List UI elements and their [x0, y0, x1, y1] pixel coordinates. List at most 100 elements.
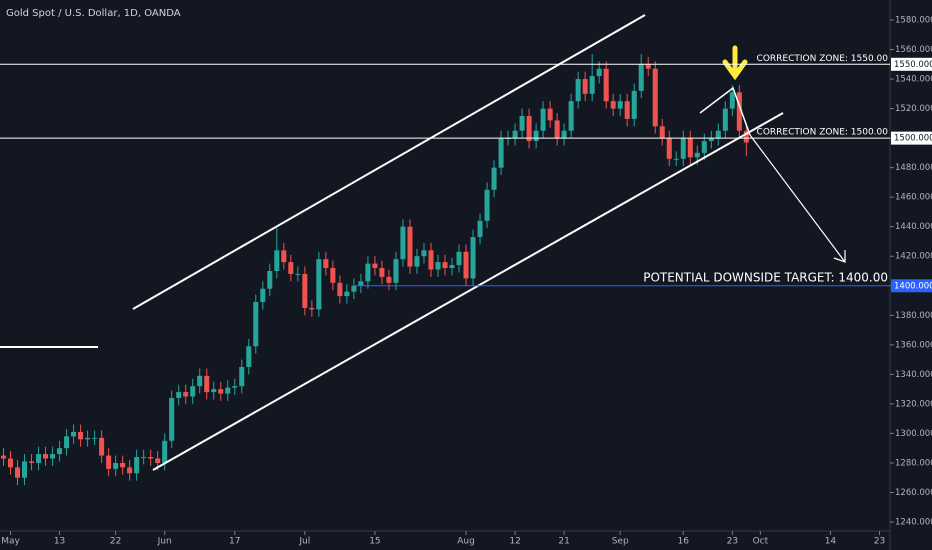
candle-body: [78, 431, 84, 440]
candle-body: [120, 462, 126, 468]
x-tick-label: Jul: [298, 537, 310, 547]
x-tick-label: 23: [874, 537, 885, 547]
candle-body: [456, 251, 462, 266]
level-text: POTENTIAL DOWNSIDE TARGET: 1400.00: [643, 270, 888, 284]
y-tick-label: 1420.000: [895, 252, 932, 262]
candle-body: [57, 448, 63, 455]
candle-body: [589, 76, 595, 94]
level-text: CORRECTION ZONE: 1550.00: [757, 54, 889, 64]
x-tick-label: 13: [54, 537, 65, 547]
candle-body: [533, 130, 539, 142]
candle-body: [309, 307, 315, 310]
candle-body: [554, 120, 560, 139]
candle-body: [260, 288, 266, 303]
x-tick-label: Oct: [753, 537, 769, 547]
candle-body: [442, 262, 448, 269]
y-tick-label: 1560.000: [895, 45, 932, 55]
x-tick-label: 23: [727, 537, 738, 547]
y-tick-label: 1440.000: [895, 222, 932, 232]
x-tick-label: 15: [369, 537, 380, 547]
x-tick-label: Sep: [612, 537, 629, 547]
candle-body: [379, 268, 385, 277]
candle-body: [729, 92, 735, 109]
candle-body: [547, 108, 553, 121]
y-tick-label: 1580.000: [895, 16, 932, 26]
candle-body: [330, 268, 336, 283]
x-tick-label: 16: [678, 537, 690, 547]
channel-lower: [152, 112, 784, 471]
candle-body: [281, 250, 287, 263]
target-arrow-head: [833, 250, 846, 263]
candle-body: [477, 220, 483, 238]
candle-body: [638, 64, 644, 91]
price-tag: [891, 57, 932, 71]
y-tick-label: 1460.000: [895, 193, 932, 203]
price-tag-label: 1500.000: [894, 134, 932, 144]
candle-body: [218, 389, 224, 394]
candle-body: [582, 79, 588, 94]
candle-body: [393, 259, 399, 283]
candle-body: [295, 273, 301, 275]
x-tick-label: 14: [825, 537, 837, 547]
x-tick-label: 12: [509, 537, 520, 547]
candle-body: [575, 79, 581, 102]
candle-body: [64, 436, 70, 449]
candle-body: [141, 457, 147, 459]
candle-body: [134, 457, 140, 474]
price-tag-label: 1400.000: [894, 281, 932, 291]
candle-body: [568, 101, 574, 131]
y-tick-label: 1520.000: [895, 104, 932, 114]
candle-body: [519, 115, 525, 131]
candle-body: [743, 130, 749, 143]
y-tick-label: 1380.000: [895, 311, 932, 321]
price-tag: [891, 279, 932, 293]
candle-body: [372, 263, 378, 269]
candle-body: [14, 467, 21, 478]
x-tick-label: 17: [229, 537, 240, 547]
candle-body: [113, 462, 119, 469]
candle-body: [344, 291, 350, 297]
y-tick-label: 1540.000: [895, 75, 932, 85]
candle-body: [561, 130, 567, 139]
y-tick-label: 1480.000: [895, 163, 932, 173]
candle-body: [708, 138, 714, 142]
candle-body: [190, 386, 196, 397]
candle-body: [526, 115, 532, 142]
candle-body: [666, 138, 672, 159]
candle-body: [211, 389, 217, 393]
candle-body: [596, 68, 602, 77]
candle-body: [183, 392, 189, 397]
candle-body: [715, 130, 721, 139]
candle-body: [288, 262, 294, 274]
candle-body: [449, 265, 455, 269]
candle-body: [36, 454, 42, 463]
candle-body: [162, 440, 168, 463]
candle-body: [197, 375, 203, 387]
chart-title: Gold Spot / U.S. Dollar, 1D, OANDA: [6, 8, 181, 19]
candle-body: [274, 250, 280, 271]
candle-body: [50, 454, 56, 459]
y-tick-label: 1300.000: [895, 429, 932, 439]
candle-body: [701, 141, 707, 153]
candle-body: [512, 130, 518, 139]
candle-body: [603, 68, 609, 102]
candle-body: [106, 455, 112, 469]
candle-body: [148, 457, 154, 459]
x-tick-label: Jun: [157, 537, 172, 547]
candle-body: [85, 437, 91, 440]
candle-body: [540, 108, 546, 131]
candle-body: [253, 302, 259, 347]
candle-body: [722, 108, 728, 131]
candle-body: [673, 158, 679, 160]
candle-body: [232, 386, 238, 388]
candle-body: [99, 437, 105, 456]
candle-body: [225, 387, 231, 394]
candle-body: [92, 437, 98, 439]
candle-body: [498, 138, 504, 168]
y-tick-label: 1280.000: [895, 458, 932, 468]
candle-body: [0, 455, 7, 459]
candle-body: [736, 92, 742, 131]
candle-body: [631, 90, 637, 119]
